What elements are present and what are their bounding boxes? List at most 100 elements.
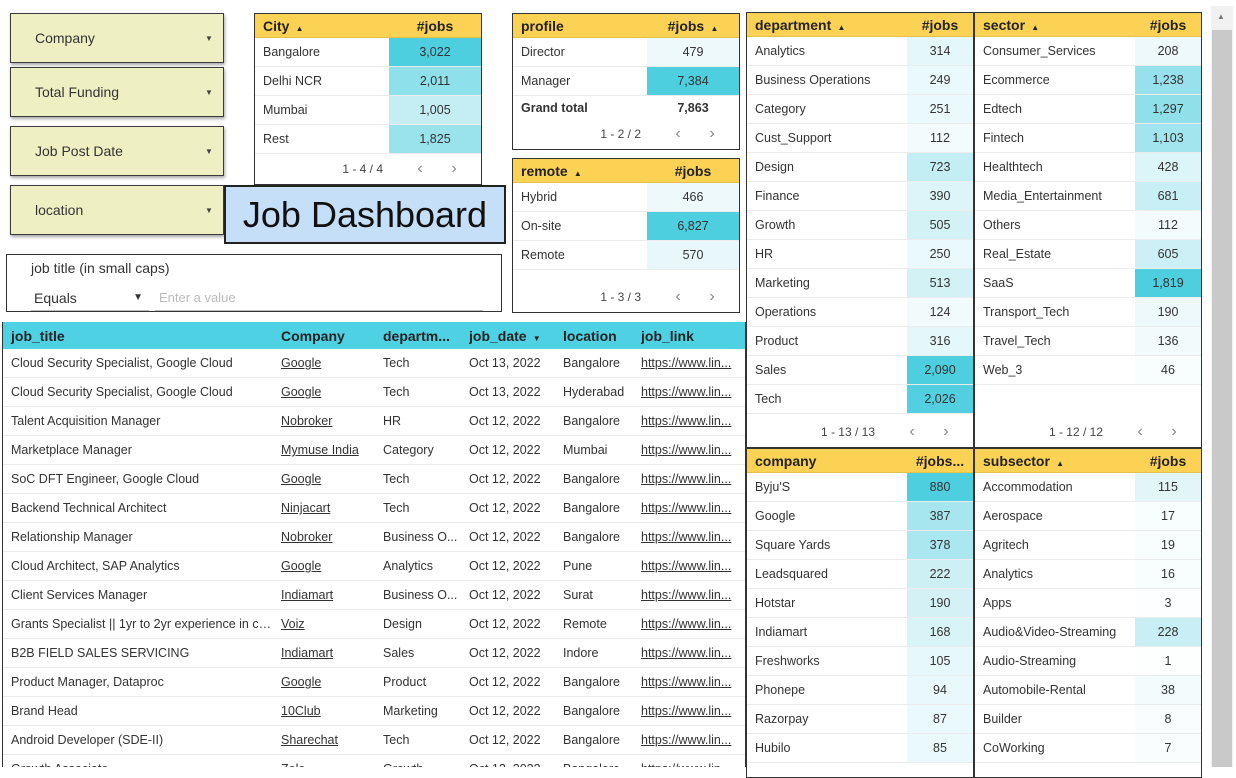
table-row[interactable]: Backend Technical Architect Ninjacart Tech…: [3, 494, 745, 523]
subsector-row[interactable]: Apps 3: [975, 589, 1201, 618]
city-row[interactable]: Rest 1,825: [255, 125, 481, 154]
department-row[interactable]: Growth 505: [747, 211, 973, 240]
department-row[interactable]: Design 723: [747, 153, 973, 182]
subsector-row[interactable]: Automobile-Rental 38: [975, 676, 1201, 705]
company-link[interactable]: Mymuse India: [281, 443, 359, 457]
city-header-label[interactable]: City ▲: [255, 18, 389, 34]
chevron-left-icon[interactable]: ‹: [675, 288, 681, 305]
search-input[interactable]: [155, 285, 483, 311]
remote-row[interactable]: Hybrid 466: [513, 183, 739, 212]
column-header-1[interactable]: Company: [281, 328, 383, 344]
company-link[interactable]: Ninjacart: [281, 501, 331, 515]
department-row[interactable]: Product 316: [747, 327, 973, 356]
sector-row[interactable]: Web_3 46: [975, 356, 1201, 385]
sector-row[interactable]: Transport_Tech 190: [975, 298, 1201, 327]
remote-header-label[interactable]: remote ▲: [513, 163, 647, 179]
department-row[interactable]: Analytics 314: [747, 37, 973, 66]
city-row[interactable]: Mumbai 1,005: [255, 96, 481, 125]
company-link[interactable]: Nobroker: [281, 414, 333, 428]
location-filter[interactable]: location ▼: [10, 185, 224, 235]
company-link[interactable]: Google: [281, 385, 322, 399]
chevron-right-icon[interactable]: ›: [709, 125, 715, 142]
company-row[interactable]: Razorpay 87: [747, 705, 973, 734]
column-header-0[interactable]: job_title: [3, 328, 281, 344]
sector-metric-header[interactable]: #jobs: [1135, 17, 1201, 33]
subsector-header-label[interactable]: subsector ▲: [975, 453, 1135, 469]
table-row[interactable]: Relationship Manager Nobroker Business O..…: [3, 523, 745, 552]
job-link[interactable]: https://www.lin...: [641, 414, 732, 428]
sector-row[interactable]: Ecommerce 1,238: [975, 66, 1201, 95]
company-row[interactable]: Leadsquared 222: [747, 560, 973, 589]
company-link[interactable]: Google: [281, 559, 322, 573]
chevron-right-icon[interactable]: ›: [943, 423, 949, 440]
column-header-2[interactable]: departm...: [383, 328, 469, 344]
job-link[interactable]: https://www.lin...: [641, 733, 732, 747]
scroll-up-icon[interactable]: ▲: [1217, 12, 1225, 21]
subsector-row[interactable]: Analytics 16: [975, 560, 1201, 589]
department-row[interactable]: Category 251: [747, 95, 973, 124]
subsector-row[interactable]: Audio&Video-Streaming 228: [975, 618, 1201, 647]
table-row[interactable]: Marketplace Manager Mymuse India Category O…: [3, 436, 745, 465]
table-row[interactable]: Cloud Security Specialist, Google Cloud G…: [3, 349, 745, 378]
company-link[interactable]: 10Club: [281, 704, 321, 718]
company-row[interactable]: Hotstar 190: [747, 589, 973, 618]
profile-header-label[interactable]: profile: [513, 18, 647, 34]
city-metric-header[interactable]: #jobs: [389, 18, 481, 34]
company-header-label[interactable]: company: [747, 453, 907, 469]
chevron-right-icon[interactable]: ›: [1171, 423, 1177, 440]
subsector-row[interactable]: Agritech 19: [975, 531, 1201, 560]
chevron-left-icon[interactable]: ‹: [1137, 423, 1143, 440]
job-link[interactable]: https://www.lin...: [641, 646, 732, 660]
subsector-metric-header[interactable]: #jobs: [1135, 453, 1201, 469]
job-post-date-filter[interactable]: Job Post Date ▼: [10, 126, 224, 176]
sector-row[interactable]: Healthtech 428: [975, 153, 1201, 182]
chevron-left-icon[interactable]: ‹: [675, 125, 681, 142]
job-link[interactable]: https://www.lin...: [641, 356, 732, 370]
job-link[interactable]: https://www.lin...: [641, 704, 732, 718]
total-funding-filter[interactable]: Total Funding ▼: [10, 67, 224, 117]
subsector-row[interactable]: Audio-Streaming 1: [975, 647, 1201, 676]
column-header-3[interactable]: job_date ▼: [469, 328, 563, 344]
sector-row[interactable]: Travel_Tech 136: [975, 327, 1201, 356]
department-row[interactable]: Tech 2,026: [747, 385, 973, 414]
company-row[interactable]: Indiamart 168: [747, 618, 973, 647]
company-row[interactable]: Freshworks 105: [747, 647, 973, 676]
company-row[interactable]: Byju'S 880: [747, 473, 973, 502]
sector-row[interactable]: Real_Estate 605: [975, 240, 1201, 269]
table-row[interactable]: Product Manager, Dataproc Google Product Oc…: [3, 668, 745, 697]
company-link[interactable]: Zolo: [281, 762, 383, 767]
profile-row[interactable]: Manager 7,384: [513, 67, 739, 96]
table-row[interactable]: Cloud Architect, SAP Analytics Google Anal…: [3, 552, 745, 581]
department-row[interactable]: Marketing 513: [747, 269, 973, 298]
subsector-row[interactable]: Aerospace 17: [975, 502, 1201, 531]
company-row[interactable]: Square Yards 378: [747, 531, 973, 560]
sector-row[interactable]: Edtech 1,297: [975, 95, 1201, 124]
company-metric-header[interactable]: #jobs...: [907, 453, 973, 469]
table-row[interactable]: Cloud Security Specialist, Google Cloud G…: [3, 378, 745, 407]
remote-row[interactable]: On-site 6,827: [513, 212, 739, 241]
remote-metric-header[interactable]: #jobs: [647, 163, 739, 179]
page-scrollbar[interactable]: ▲: [1211, 6, 1233, 767]
chevron-right-icon[interactable]: ›: [709, 288, 715, 305]
chevron-left-icon[interactable]: ‹: [909, 423, 915, 440]
sector-row[interactable]: Fintech 1,103: [975, 124, 1201, 153]
remote-row[interactable]: Remote 570: [513, 241, 739, 270]
department-header-label[interactable]: department ▲: [747, 17, 907, 33]
column-header-4[interactable]: location: [563, 328, 641, 344]
company-link[interactable]: Nobroker: [281, 530, 333, 544]
company-link[interactable]: Indiamart: [281, 646, 334, 660]
job-link[interactable]: https://www.lin...: [641, 472, 732, 486]
table-row[interactable]: Grants Specialist || 1yr to 2yr experien…: [3, 610, 745, 639]
profile-row[interactable]: Director 479: [513, 38, 739, 67]
company-filter[interactable]: Company ▼: [10, 13, 224, 63]
job-link[interactable]: https://www.lin...: [641, 385, 732, 399]
company-row[interactable]: Phonepe 94: [747, 676, 973, 705]
operator-select[interactable]: Equals ▼: [31, 285, 149, 311]
job-link[interactable]: https://www.lin...: [641, 588, 732, 602]
table-row[interactable]: Talent Acquisition Manager Nobroker HR Oct …: [3, 407, 745, 436]
company-row[interactable]: Google 387: [747, 502, 973, 531]
company-link[interactable]: Indiamart: [281, 588, 334, 602]
company-link[interactable]: Sharechat: [281, 733, 338, 747]
sector-row[interactable]: Media_Entertainment 681: [975, 182, 1201, 211]
job-link[interactable]: https://www.lin...: [641, 762, 745, 767]
